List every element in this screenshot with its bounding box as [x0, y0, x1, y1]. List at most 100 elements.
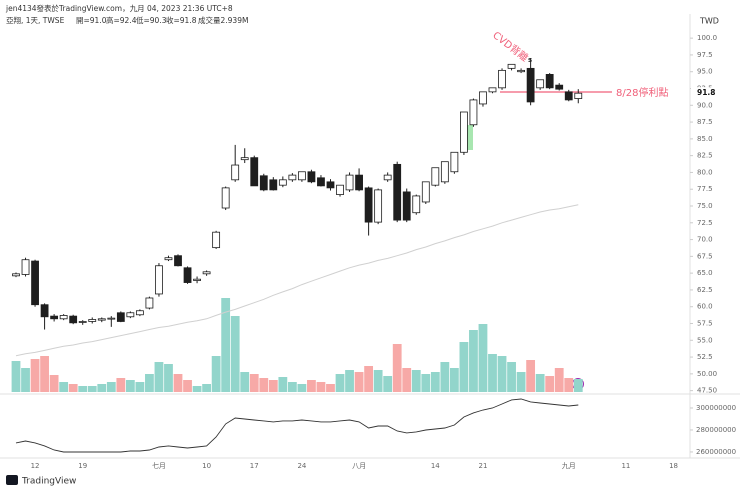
volume-bar: [106, 382, 116, 392]
volume-bar: [364, 366, 374, 392]
x-tick-label: 12: [31, 462, 40, 470]
volume-bar: [307, 380, 316, 392]
volume-label: 成交量2.939M: [198, 15, 248, 25]
candle-body: [469, 99, 478, 126]
candle-body: [479, 91, 487, 105]
candle-body: [307, 171, 316, 183]
candle-body: [107, 317, 116, 320]
ohlc-label: 低=90.3: [136, 15, 167, 25]
candle-body: [145, 297, 154, 309]
candle-body: [517, 69, 525, 73]
volume-bar: [221, 298, 231, 392]
x-tick-label: 九月: [562, 461, 576, 470]
candle-body: [355, 174, 363, 191]
candle-body: [278, 179, 287, 186]
volume-bar: [554, 368, 564, 392]
candle-body: [164, 257, 173, 261]
candle-body: [116, 312, 125, 322]
volume-bar: [297, 384, 307, 392]
y-tick-label: 65.0: [697, 269, 713, 277]
candle-body: [88, 319, 97, 322]
volume-bar: [316, 382, 326, 392]
candle-body: [460, 111, 468, 153]
volume-bar: [430, 372, 440, 392]
y-tick-label: 85.0: [697, 135, 713, 143]
volume-bar: [183, 380, 192, 392]
y-tick-label: 87.5: [697, 118, 713, 126]
volume-bar: [11, 361, 21, 392]
volume-bar: [392, 344, 402, 392]
ohlc-label: 開=91.0: [76, 16, 107, 25]
last-price-box: [691, 87, 719, 100]
candle-body: [155, 265, 163, 295]
y-tick-label: 90.0: [697, 101, 713, 109]
y2-tick-label: 260000000: [696, 448, 736, 456]
y2-tick-label: 280000000: [696, 426, 736, 434]
highlight: [465, 125, 473, 150]
candle-body: [31, 260, 39, 306]
candle-body: [488, 87, 497, 93]
candle-body: [536, 79, 545, 89]
candle-body: [183, 267, 192, 283]
obv-line: [15, 398, 579, 453]
volume-bar: [545, 376, 555, 392]
y-tick-label: 47.50: [697, 387, 717, 395]
volume-bar: [211, 356, 221, 392]
x-tick-label: 24: [297, 462, 306, 470]
candle-body: [421, 181, 430, 203]
volume-bar: [249, 374, 259, 392]
candle-body: [126, 312, 135, 318]
volume-bar: [40, 356, 49, 392]
volume-bar: [469, 330, 478, 392]
x-tick-label: 14: [431, 462, 440, 470]
candle-body: [412, 195, 421, 214]
volume-bar: [507, 362, 516, 392]
brand: TradingView: [21, 477, 76, 487]
volume-bar: [97, 384, 107, 392]
ohlc-label: 收=91.8: [166, 15, 197, 25]
y-tick-label: 62.5: [697, 286, 713, 294]
candle-body: [364, 187, 373, 223]
volume-bar: [287, 382, 297, 392]
volume-bar: [125, 380, 135, 392]
volume-bar: [459, 342, 469, 392]
y-tick-label: 97.5: [697, 51, 713, 59]
candle-body: [202, 271, 211, 275]
candle-body: [383, 174, 392, 181]
y-tick-label: 75.0: [697, 202, 713, 210]
candle-body: [193, 278, 201, 281]
candle-body: [431, 167, 440, 186]
ohlc-label: 高=92.4: [106, 15, 137, 25]
last-price-label: 91.8: [697, 88, 716, 97]
candle-body: [212, 231, 221, 249]
volume-bar: [202, 384, 211, 392]
y-tick-label: 55.0: [697, 336, 713, 344]
candle-body: [402, 191, 411, 221]
x-tick-label: 七月: [152, 461, 166, 470]
brand-logo: [6, 475, 18, 485]
volume-bar: [478, 324, 488, 392]
candle-body: [259, 175, 268, 191]
volume-bar: [268, 380, 278, 392]
y-tick-label: 50.00: [697, 370, 717, 378]
volume-bar: [30, 359, 40, 392]
annotation: 8/28停利點: [616, 86, 668, 99]
candle-body: [393, 163, 402, 221]
volume-bar: [449, 368, 459, 392]
candle-body: [135, 310, 144, 316]
moving-average: [15, 204, 579, 357]
candle-body: [78, 321, 87, 323]
volume-bar: [87, 386, 97, 392]
candle-body: [440, 161, 449, 183]
x-tick-label: 八月: [352, 462, 366, 470]
volume-bar: [421, 374, 431, 392]
candle-body: [221, 187, 230, 209]
candle-body: [240, 157, 249, 161]
x-tick-label: 17: [250, 462, 259, 470]
volume-bar: [497, 356, 507, 392]
volume-bar: [116, 378, 126, 392]
volume-bar: [402, 368, 412, 392]
y-tick-label: 60.0: [697, 303, 713, 311]
candle-body: [12, 273, 20, 277]
